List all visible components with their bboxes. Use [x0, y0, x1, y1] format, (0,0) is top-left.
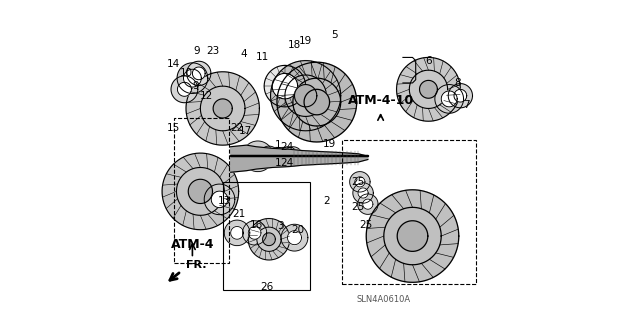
Polygon shape [230, 145, 368, 172]
Bar [174, 118, 229, 263]
Circle shape [193, 67, 205, 80]
Circle shape [366, 190, 459, 282]
Text: 23: 23 [207, 46, 220, 56]
Circle shape [284, 147, 303, 166]
Text: 3: 3 [277, 221, 284, 232]
Circle shape [262, 233, 275, 246]
Circle shape [184, 69, 202, 87]
Text: 14: 14 [166, 59, 180, 69]
Circle shape [272, 73, 298, 99]
Circle shape [177, 63, 208, 93]
Text: 13: 13 [218, 196, 231, 206]
Circle shape [277, 62, 356, 142]
Text: 1: 1 [275, 140, 282, 150]
Circle shape [358, 194, 378, 214]
Text: 21: 21 [232, 209, 245, 219]
Circle shape [186, 72, 259, 145]
Text: SLN4A0610A: SLN4A0610A [356, 295, 411, 304]
Circle shape [355, 177, 365, 187]
Circle shape [275, 147, 292, 165]
Circle shape [162, 153, 239, 230]
Text: 2: 2 [323, 196, 330, 206]
Text: 16: 16 [250, 220, 263, 230]
Text: 25: 25 [360, 220, 373, 230]
Circle shape [278, 147, 298, 166]
Text: 5: 5 [331, 30, 338, 40]
Circle shape [349, 172, 370, 192]
Text: ATM-4-10: ATM-4-10 [348, 94, 413, 107]
Text: 24: 24 [280, 142, 293, 152]
Circle shape [213, 99, 232, 118]
Text: 25: 25 [351, 202, 365, 212]
Circle shape [272, 152, 282, 161]
Circle shape [397, 221, 428, 251]
Text: 10: 10 [179, 68, 193, 78]
Circle shape [358, 188, 368, 198]
Circle shape [271, 61, 340, 131]
Text: 17: 17 [239, 126, 252, 136]
Circle shape [281, 224, 308, 251]
Text: 6: 6 [425, 56, 432, 66]
Circle shape [287, 231, 301, 245]
Circle shape [211, 191, 228, 208]
Text: 22: 22 [230, 122, 244, 133]
Circle shape [188, 179, 212, 204]
Circle shape [187, 61, 211, 85]
Text: 26: 26 [260, 282, 274, 292]
Text: 11: 11 [256, 52, 269, 63]
Text: 9: 9 [194, 46, 200, 56]
Circle shape [397, 57, 460, 121]
Circle shape [287, 151, 298, 162]
Circle shape [177, 82, 191, 96]
Circle shape [268, 147, 286, 165]
Text: 20: 20 [291, 225, 304, 235]
Text: 4: 4 [240, 49, 247, 59]
Circle shape [441, 91, 457, 107]
Circle shape [363, 199, 373, 209]
Text: 9: 9 [192, 81, 199, 91]
Text: 8: 8 [454, 78, 461, 88]
Circle shape [243, 141, 273, 172]
Circle shape [263, 151, 275, 162]
Circle shape [248, 226, 261, 239]
Circle shape [435, 85, 463, 113]
Text: 25: 25 [351, 177, 365, 187]
Text: FR.: FR. [186, 260, 207, 270]
Bar [342, 140, 476, 284]
Circle shape [454, 89, 467, 102]
Circle shape [259, 146, 279, 167]
Circle shape [171, 76, 198, 103]
Text: 15: 15 [166, 122, 180, 133]
Circle shape [294, 85, 317, 107]
Text: 19: 19 [299, 36, 312, 47]
Circle shape [248, 219, 290, 260]
Circle shape [224, 220, 250, 246]
Circle shape [278, 152, 288, 161]
Circle shape [283, 151, 294, 162]
Circle shape [230, 226, 243, 239]
Circle shape [420, 80, 437, 98]
Circle shape [448, 84, 472, 108]
Circle shape [243, 221, 267, 245]
Text: 19: 19 [323, 138, 336, 149]
Text: 18: 18 [288, 40, 301, 50]
Circle shape [250, 148, 266, 165]
Text: 24: 24 [280, 158, 293, 168]
Text: 1: 1 [275, 158, 282, 168]
Circle shape [204, 184, 235, 215]
Text: 7: 7 [463, 100, 470, 110]
Circle shape [304, 89, 330, 115]
Circle shape [264, 65, 306, 107]
Text: 12: 12 [200, 91, 213, 101]
Bar [223, 182, 310, 290]
Text: ATM-4: ATM-4 [171, 238, 214, 250]
Circle shape [353, 183, 373, 203]
